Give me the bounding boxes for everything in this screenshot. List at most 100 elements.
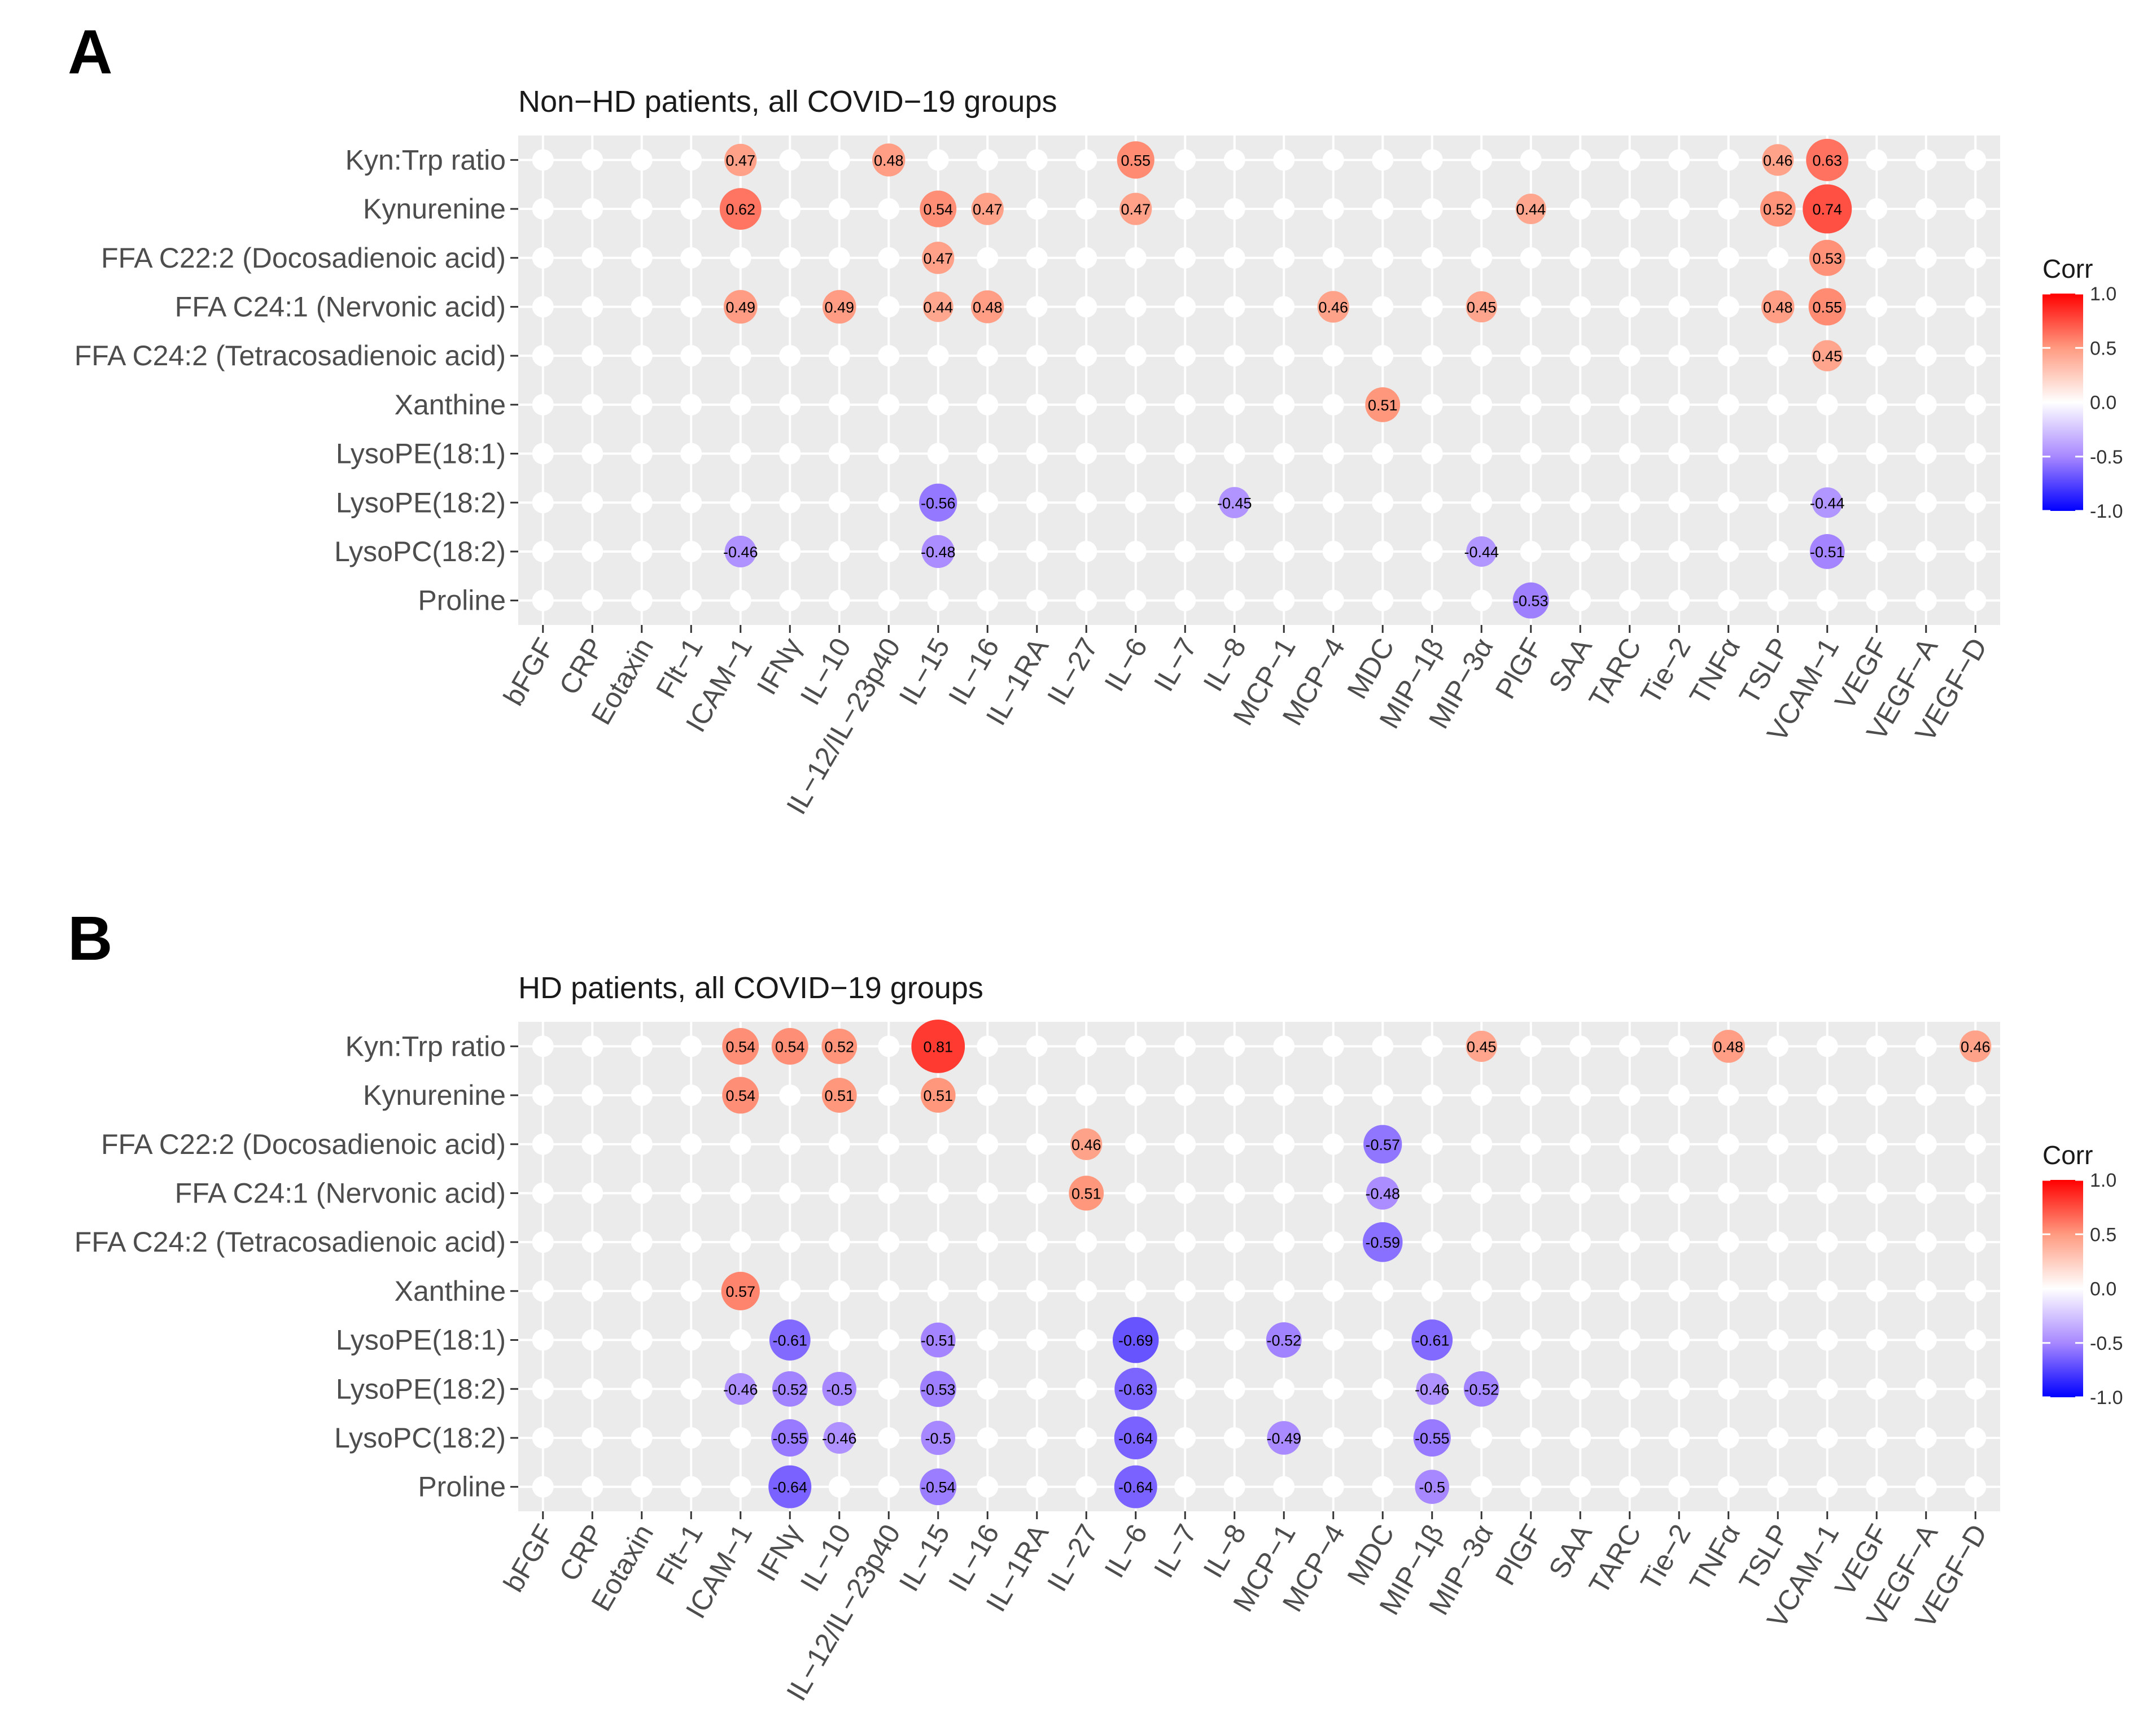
empty-cell-dot [1125, 296, 1147, 318]
empty-cell-dot [1569, 1476, 1591, 1498]
empty-cell-dot [1322, 1182, 1344, 1204]
empty-cell-dot [1322, 1378, 1344, 1400]
empty-cell-dot [1619, 1280, 1641, 1302]
empty-cell-dot [1816, 1085, 1838, 1107]
empty-cell-dot [1273, 1182, 1295, 1204]
empty-cell-dot [581, 1427, 603, 1449]
y-tick-label: LysoPE(18:1) [336, 438, 506, 470]
empty-cell-dot [1915, 1427, 1937, 1449]
correlation-dot [1363, 1125, 1402, 1164]
empty-cell-dot [680, 1378, 702, 1400]
y-tick-label: LysoPE(18:2) [336, 1373, 506, 1405]
empty-cell-dot [631, 198, 653, 220]
empty-cell-dot [1223, 1035, 1245, 1057]
empty-cell-dot [1866, 1280, 1888, 1302]
empty-cell-dot [977, 1133, 999, 1155]
empty-cell-dot [828, 345, 850, 367]
empty-cell-dot [977, 1182, 999, 1204]
correlation-value-label: -0.55 [1415, 1430, 1450, 1447]
empty-cell-dot [1273, 540, 1295, 562]
empty-cell-dot [1668, 1378, 1690, 1400]
chart-title: HD patients, all COVID−19 groups [518, 971, 983, 1005]
correlation-dot [920, 1322, 956, 1358]
y-tick-label: FFA C24:2 (Tetracosadienoic acid) [75, 340, 506, 371]
empty-cell-dot [779, 149, 801, 171]
correlation-value-label: -0.49 [1266, 1430, 1301, 1447]
correlation-value-label: -0.69 [1118, 1332, 1153, 1349]
empty-cell-dot [1520, 1035, 1542, 1057]
empty-cell-dot [532, 1133, 554, 1155]
empty-cell-dot [1421, 345, 1443, 367]
empty-cell-dot [977, 1085, 999, 1107]
empty-cell-dot [1569, 345, 1591, 367]
empty-cell-dot [680, 393, 702, 416]
empty-cell-dot [1717, 540, 1739, 562]
empty-cell-dot [581, 1085, 603, 1107]
correlation-value-label: 0.48 [973, 299, 1003, 316]
empty-cell-dot [532, 1085, 554, 1107]
empty-cell-dot [1915, 198, 1937, 220]
empty-cell-dot [1125, 443, 1147, 465]
correlation-dot [1415, 1470, 1450, 1504]
empty-cell-dot [1915, 345, 1937, 367]
empty-cell-dot [1075, 1427, 1097, 1449]
empty-cell-dot [1075, 1085, 1097, 1107]
empty-cell-dot [1915, 589, 1937, 611]
empty-cell-dot [631, 1280, 653, 1302]
correlation-value-label: -0.51 [921, 1332, 956, 1349]
empty-cell-dot [1223, 345, 1245, 367]
empty-cell-dot [1273, 345, 1295, 367]
empty-cell-dot [1273, 1035, 1295, 1057]
legend-tick-label: 0.0 [2090, 392, 2116, 414]
correlation-dot [1515, 194, 1546, 225]
correlation-dot [719, 188, 762, 230]
empty-cell-dot [1223, 149, 1245, 171]
empty-cell-dot [1372, 492, 1394, 514]
empty-cell-dot [1767, 247, 1789, 269]
empty-cell-dot [1075, 393, 1097, 416]
empty-cell-dot [828, 1329, 850, 1351]
correlation-dot [1119, 193, 1152, 225]
empty-cell-dot [1322, 198, 1344, 220]
empty-cell-dot [1520, 1280, 1542, 1302]
empty-cell-dot [927, 589, 949, 611]
correlation-value-label: 0.45 [1812, 348, 1842, 365]
empty-cell-dot [1767, 1231, 1789, 1253]
x-tick-label: IL−6 [1098, 633, 1153, 697]
empty-cell-dot [878, 589, 900, 611]
empty-cell-dot [1866, 492, 1888, 514]
empty-cell-dot [1372, 296, 1394, 318]
empty-cell-dot [1174, 540, 1196, 562]
empty-cell-dot [1767, 589, 1789, 611]
empty-cell-dot [1026, 296, 1048, 318]
panel-label: A [68, 18, 112, 87]
empty-cell-dot [1471, 1476, 1493, 1498]
empty-cell-dot [1569, 296, 1591, 318]
empty-cell-dot [1026, 540, 1048, 562]
empty-cell-dot [1915, 1231, 1937, 1253]
empty-cell-dot [581, 1035, 603, 1057]
empty-cell-dot [1668, 247, 1690, 269]
empty-cell-dot [1569, 1085, 1591, 1107]
empty-cell-dot [1174, 1378, 1196, 1400]
correlation-value-label: 0.48 [874, 152, 904, 169]
empty-cell-dot [977, 589, 999, 611]
x-tick-label: IL−15 [893, 1519, 956, 1597]
correlation-dot [1114, 1367, 1157, 1410]
empty-cell-dot [680, 149, 702, 171]
correlation-value-label: -0.52 [1464, 1381, 1499, 1398]
correlation-value-label: 0.47 [1121, 201, 1151, 218]
correlation-value-label: 0.52 [1763, 201, 1793, 218]
y-tick-label: LysoPC(18:2) [334, 1422, 506, 1454]
empty-cell-dot [977, 492, 999, 514]
empty-cell-dot [1866, 393, 1888, 416]
empty-cell-dot [1668, 540, 1690, 562]
correlation-value-label: -0.52 [1266, 1332, 1301, 1349]
empty-cell-dot [1569, 1035, 1591, 1057]
correlation-value-label: 0.44 [1516, 201, 1546, 218]
empty-cell-dot [1125, 492, 1147, 514]
empty-cell-dot [1816, 1427, 1838, 1449]
empty-cell-dot [1520, 1231, 1542, 1253]
legend-tick-label: -1.0 [2090, 1387, 2123, 1409]
empty-cell-dot [1767, 1182, 1789, 1204]
